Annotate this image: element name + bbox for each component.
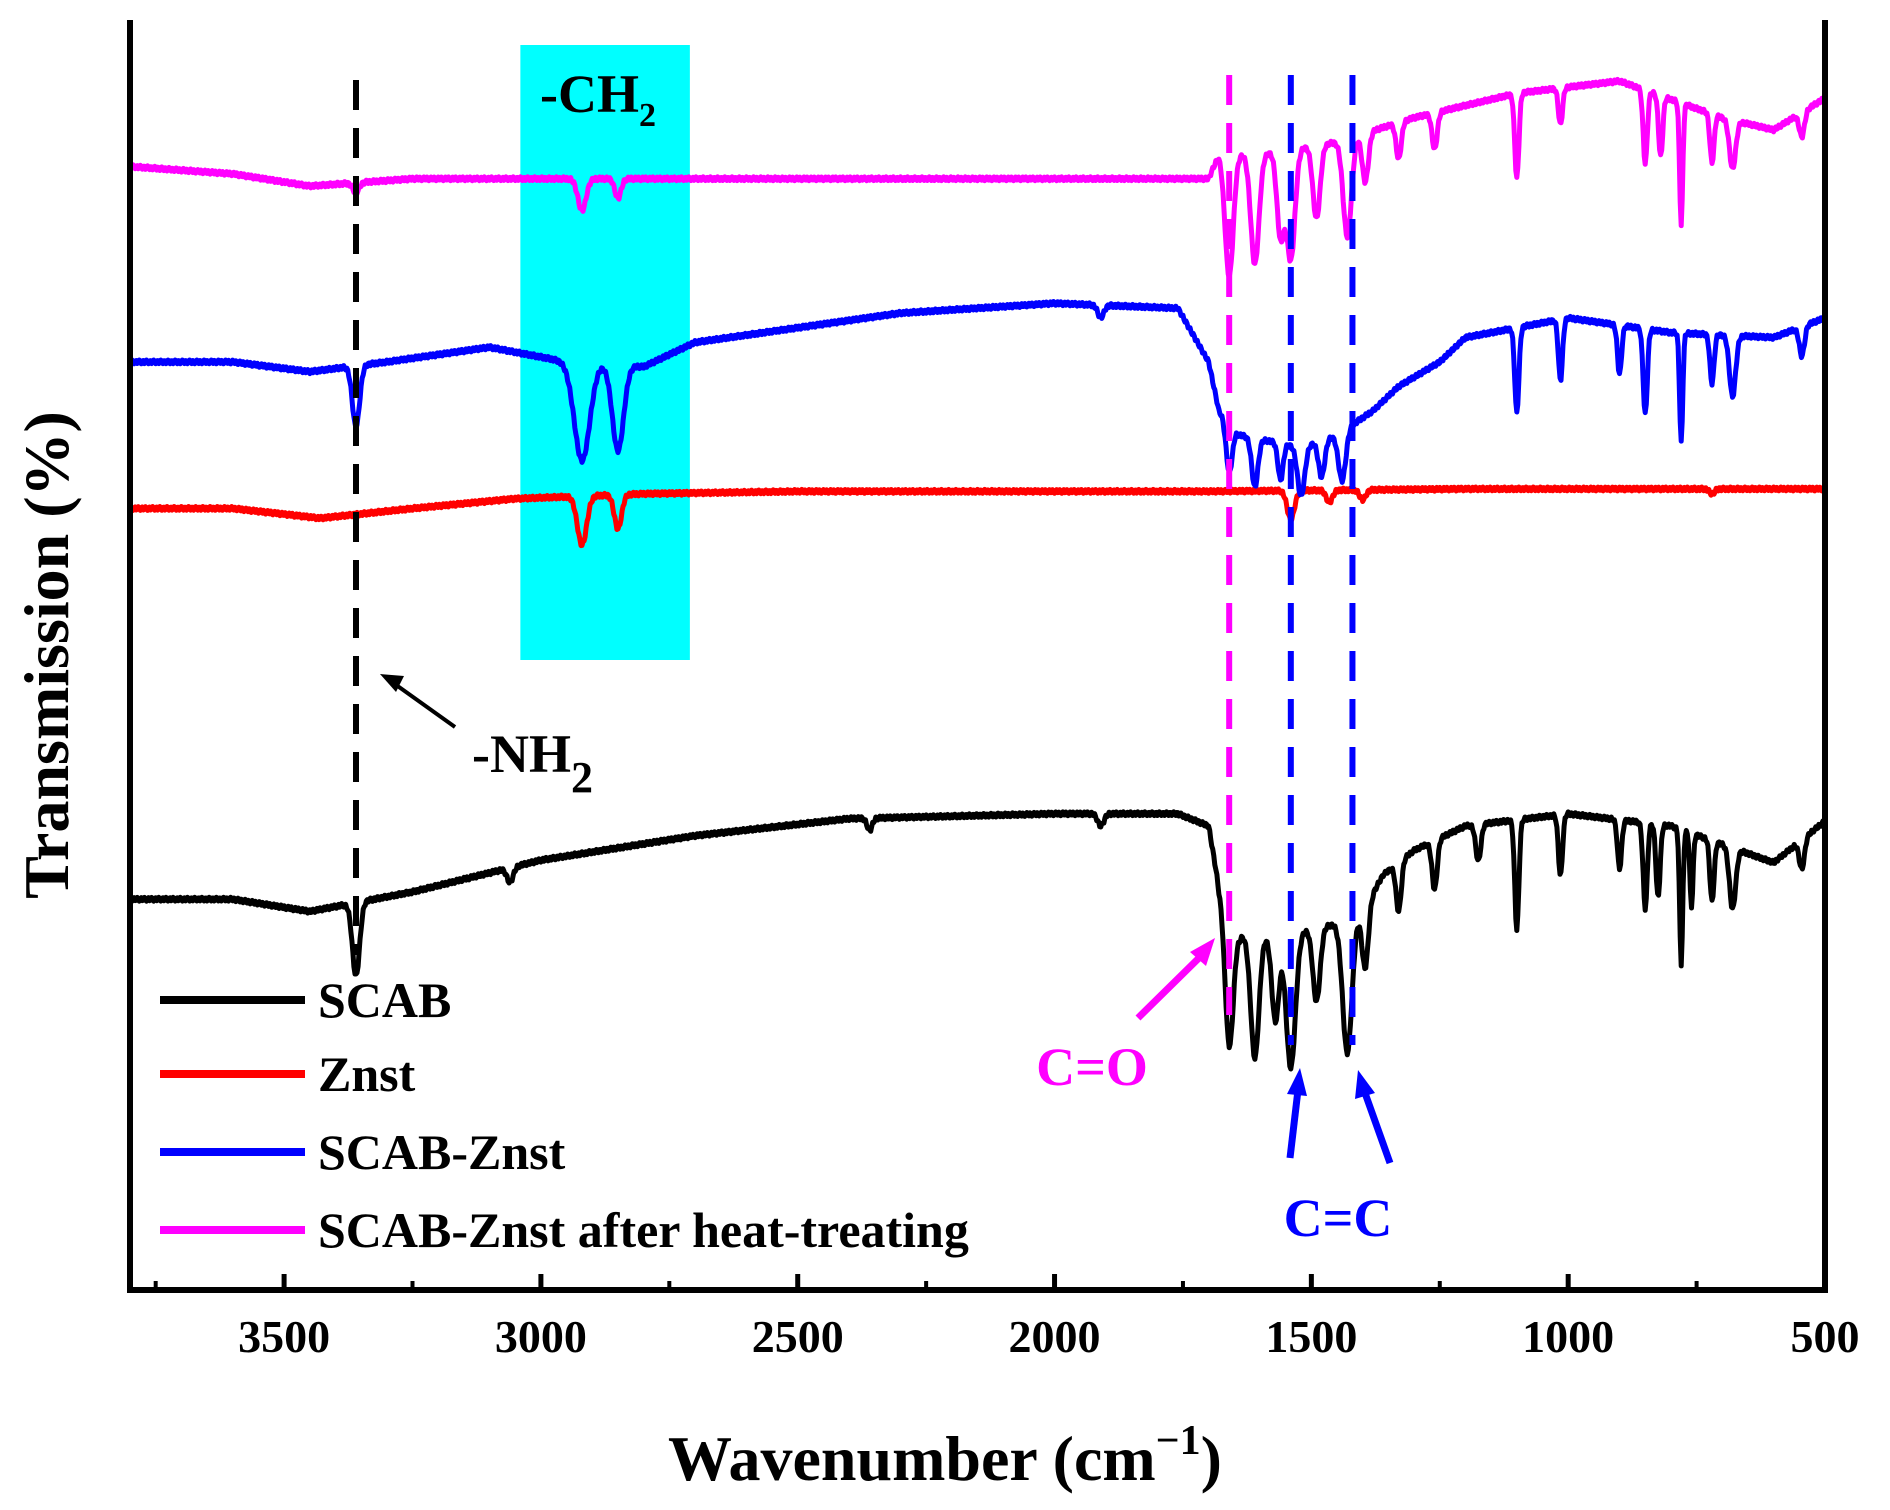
x-axis-title-close: ): [1201, 1423, 1222, 1494]
annotation-ch2: -CH2: [540, 64, 656, 134]
series-line-1: [127, 484, 1828, 549]
annotation-cc: C=C: [1284, 1068, 1394, 1248]
ch2-highlight-rect: [520, 45, 690, 660]
cc-arrow-head-left: [1287, 1068, 1307, 1096]
series-line-0: [127, 809, 1827, 1072]
cc-arrow-shaft-right: [1361, 1091, 1394, 1165]
nh2-arrow-shaft: [390, 680, 457, 729]
x-tick-label-1000: 1000: [1522, 1311, 1614, 1362]
ch2-label-sub: 2: [639, 97, 656, 134]
annotation-co: C=O: [1036, 938, 1215, 1097]
x-tick-label-3000: 3000: [495, 1311, 587, 1362]
ch2-label: -CH2: [540, 64, 656, 134]
x-tick-label-2000: 2000: [1009, 1311, 1101, 1362]
reference-lines: [353, 75, 1356, 1045]
x-tick-labels: 3500 3000 2500 2000 1500 1000 500: [238, 1311, 1859, 1362]
cc-arrow-head-right: [1355, 1070, 1375, 1099]
nh2-label-sub: 2: [571, 753, 593, 802]
ch2-highlight-band: [520, 45, 690, 660]
x-axis-title-main: Wavenumber (cm: [668, 1423, 1156, 1494]
x-tick-label-1500: 1500: [1265, 1311, 1357, 1362]
ch2-label-main: -CH: [540, 64, 639, 124]
series-layer: [127, 76, 1828, 1072]
legend-label-scab-znst: SCAB-Znst: [318, 1124, 566, 1180]
co-arrow-head: [1190, 938, 1215, 966]
nh2-label-main: -NH: [472, 724, 571, 784]
legend: SCAB Znst SCAB-Znst SCAB-Znst after heat…: [160, 972, 969, 1258]
x-tick-label-3500: 3500: [238, 1311, 330, 1362]
legend-label-scab-znst-heat: SCAB-Znst after heat-treating: [318, 1202, 969, 1258]
series-line-3: [127, 76, 1828, 280]
nh2-arrow-head: [380, 674, 404, 692]
co-arrow-shaft: [1135, 952, 1205, 1021]
legend-label-scab: SCAB: [318, 972, 451, 1028]
x-axis-title-sup: −1: [1156, 1418, 1201, 1464]
x-tick-label-2500: 2500: [752, 1311, 844, 1362]
cc-arrow-shaft-left: [1286, 1089, 1302, 1159]
axes: [127, 20, 1828, 1293]
x-tick-label-500: 500: [1791, 1311, 1860, 1362]
co-label: C=O: [1036, 1037, 1148, 1097]
cc-label: C=C: [1284, 1188, 1393, 1248]
x-axis-title: Wavenumber (cm−1): [668, 1418, 1222, 1494]
legend-label-znst: Znst: [318, 1046, 416, 1102]
y-axis-title: Transmission (%): [11, 411, 82, 899]
annotation-nh2: -NH2: [380, 674, 593, 802]
series-line-2: [128, 299, 1828, 498]
nh2-label: -NH2: [472, 724, 593, 802]
